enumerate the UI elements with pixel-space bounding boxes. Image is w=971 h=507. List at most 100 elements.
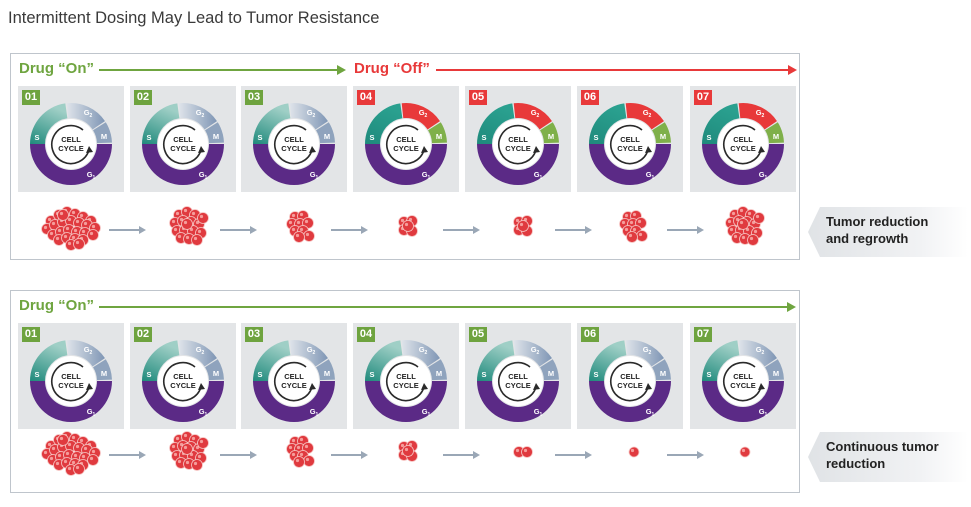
g2-label: G2: [756, 108, 765, 119]
g1-label: G1: [199, 170, 208, 181]
tumor-cell: [626, 231, 638, 243]
cell-cycle-line2: CYCLE: [505, 144, 530, 153]
side-label-line2: reduction: [826, 456, 886, 471]
drug-on-arrowhead: [787, 302, 796, 312]
s-phase-segment: [142, 103, 180, 144]
m-label: M: [101, 132, 107, 141]
step-number-badge: 01: [22, 90, 40, 105]
tumor-cell: [521, 446, 533, 458]
cell-cycle-line2: CYCLE: [730, 381, 755, 390]
tumor-cluster: [398, 440, 418, 462]
tumor-cluster: [41, 206, 101, 251]
s-phase-segment: [365, 103, 403, 144]
m-label: M: [324, 132, 330, 141]
s-label: S: [593, 370, 598, 379]
g2-phase-segment: [738, 103, 777, 130]
tumor-arrow: [555, 447, 593, 459]
s-label: S: [146, 133, 151, 142]
side-label-line2: and regrowth: [826, 231, 909, 246]
progression-arrow: [443, 451, 480, 459]
g1-phase-segment: [30, 381, 112, 422]
m-phase-segment: [765, 122, 784, 144]
tumor-step: [266, 427, 336, 482]
tumor-cell: [739, 446, 751, 458]
cycle-step-tile: 01 CELL CYCLE S G2 M G1: [18, 86, 124, 192]
cell-cycle-line2: CYCLE: [170, 144, 195, 153]
cell-cycle-line1: CELL: [173, 372, 193, 381]
tumor-cell: [73, 238, 85, 250]
tumor-cluster: [169, 431, 209, 471]
step-number-badge: 04: [357, 327, 375, 342]
tumor-step: [373, 427, 443, 482]
m-label: M: [213, 132, 219, 141]
progression-arrow: [109, 226, 146, 234]
page-title: Intermittent Dosing May Lead to Tumor Re…: [8, 9, 380, 27]
tumor-arrow: [220, 222, 258, 234]
tumor-cluster: [739, 446, 751, 458]
g2-phase-segment: [178, 103, 217, 130]
tumor-step: [710, 202, 780, 257]
g2-label: G2: [643, 345, 652, 356]
g1-label: G1: [87, 407, 96, 418]
g2-label: G2: [307, 108, 316, 119]
tumor-arrow: [331, 447, 369, 459]
s-phase-segment: [477, 340, 515, 381]
progression-arrow: [331, 451, 368, 459]
progression-arrow: [109, 451, 146, 459]
progression-arrow: [443, 226, 480, 234]
drug-on-arrowhead: [337, 65, 346, 75]
tumor-cell: [57, 434, 69, 446]
tumor-step: [710, 427, 780, 482]
cell-cycle-line2: CYCLE: [281, 381, 306, 390]
m-phase-segment: [428, 122, 447, 144]
s-label: S: [146, 370, 151, 379]
tumor-cell: [181, 218, 193, 230]
s-phase-segment: [702, 103, 740, 144]
tumor-cluster: [41, 431, 101, 476]
progression-arrow: [220, 226, 257, 234]
m-label: M: [660, 132, 666, 141]
cell-cycle-line2: CYCLE: [393, 144, 418, 153]
g2-phase-segment: [513, 103, 552, 130]
cell-cycle-line1: CELL: [620, 135, 640, 144]
g1-label: G1: [87, 170, 96, 181]
step-number-badge: 04: [357, 90, 375, 105]
m-label: M: [548, 132, 554, 141]
step-number-badge: 01: [22, 327, 40, 342]
g2-label: G2: [84, 108, 93, 119]
g1-label: G1: [199, 407, 208, 418]
g2-phase-segment: [178, 340, 217, 367]
step-number-badge: 03: [245, 327, 263, 342]
tumor-cell: [293, 456, 305, 468]
progression-arrow: [555, 226, 592, 234]
g1-phase-segment: [589, 144, 671, 185]
progression-arrow: [220, 451, 257, 459]
tumor-cell: [197, 212, 209, 224]
tumor-step: [266, 202, 336, 257]
s-phase-segment: [142, 340, 180, 381]
g1-phase-segment: [365, 144, 447, 185]
drug-off-label: Drug “Off”: [354, 60, 430, 77]
tumor-cluster: [286, 210, 315, 243]
g2-phase-segment: [66, 103, 105, 130]
cycle-step-tile: 03 CELL CYCLE S G2 M G1: [241, 323, 347, 429]
step-number-badge: 07: [694, 327, 712, 342]
m-phase-segment: [652, 122, 671, 144]
step-number-badge: 07: [694, 90, 712, 105]
g2-label: G2: [531, 108, 540, 119]
progression-arrow: [667, 451, 704, 459]
cycle-step-tile: 07 CELL CYCLE S G2 M G1: [690, 86, 796, 192]
g1-phase-segment: [30, 144, 112, 185]
m-phase-segment: [205, 359, 224, 381]
tumor-cell: [191, 234, 203, 246]
m-label: M: [548, 369, 554, 378]
s-label: S: [34, 133, 39, 142]
g1-label: G1: [759, 170, 768, 181]
g2-label: G2: [307, 345, 316, 356]
tumor-cell: [57, 209, 69, 221]
m-phase-segment: [765, 359, 784, 381]
